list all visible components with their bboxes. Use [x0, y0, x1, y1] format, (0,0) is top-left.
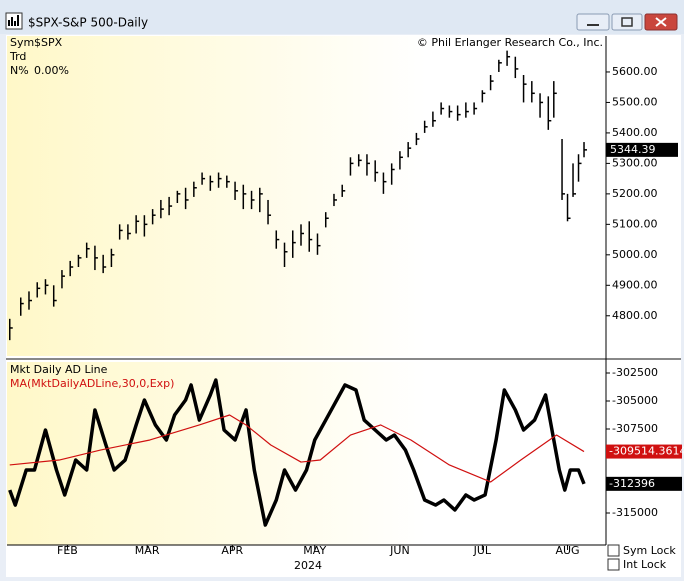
y-tick-label: 4900.00 — [612, 278, 658, 291]
y-tick-label: 5000.00 — [612, 248, 658, 261]
title-bar — [0, 0, 684, 34]
minimize-button[interactable] — [576, 13, 610, 31]
legend-label: N% — [10, 64, 29, 77]
sym-lock-checkbox[interactable] — [607, 544, 620, 557]
last-value-box — [606, 444, 682, 459]
x-tick-label: MAR — [135, 544, 160, 557]
y-tick-label: 5200.00 — [612, 187, 658, 200]
last-value-label: -309514.3614 — [609, 445, 684, 458]
series-label: MA(MktDailyADLine,30,0,Exp) — [10, 377, 174, 390]
series-label: Mkt Daily AD Line — [10, 363, 108, 376]
source-note: © Phil Erlanger Research Co., Inc. — [417, 36, 603, 49]
x-tick-label: AUG — [555, 544, 579, 557]
x-axis-label: 2024 — [294, 559, 322, 572]
y-tick-label: -315000 — [612, 506, 658, 519]
x-tick-label: MAY — [303, 544, 326, 557]
last-value-label: -312396 — [609, 477, 655, 490]
y-tick-label: 5500.00 — [612, 95, 658, 108]
y-tick-label: -307500 — [612, 422, 658, 435]
y-tick-label: 4800.00 — [612, 309, 658, 322]
close-glyph — [655, 17, 667, 27]
last-value-label: 5344.39 — [610, 143, 656, 156]
price-pane — [7, 36, 606, 356]
y-tick-label: 5400.00 — [612, 126, 658, 139]
x-tick-label: JUL — [473, 544, 492, 557]
x-tick-label: APR — [221, 544, 243, 557]
sym-lock-label[interactable]: Sym Lock — [623, 544, 676, 557]
legend-label: Sym — [10, 36, 34, 49]
y-tick-label: 5100.00 — [612, 217, 658, 230]
int-lock-checkbox[interactable] — [607, 558, 620, 571]
window-title: $SPX-S&P 500-Daily — [28, 16, 148, 30]
x-tick-label: JUN — [389, 544, 410, 557]
y-tick-label: -305000 — [612, 394, 658, 407]
x-tick-label: FEB — [57, 544, 78, 557]
maximize-button[interactable] — [611, 13, 643, 31]
int-lock-label[interactable]: Int Lock — [623, 558, 667, 571]
y-tick-label: 5600.00 — [612, 65, 658, 78]
last-value-box — [606, 476, 682, 491]
series-line — [9, 414, 585, 483]
maximize-glyph — [621, 17, 633, 27]
legend-value: $SPX — [34, 36, 63, 49]
legend-label: Trd — [9, 50, 26, 63]
app-icon-glyph — [8, 15, 19, 26]
y-tick-label: -302500 — [612, 366, 658, 379]
last-value-box — [606, 142, 678, 157]
legend-value: 0.00% — [34, 64, 69, 77]
y-tick-label: 5300.00 — [612, 156, 658, 169]
